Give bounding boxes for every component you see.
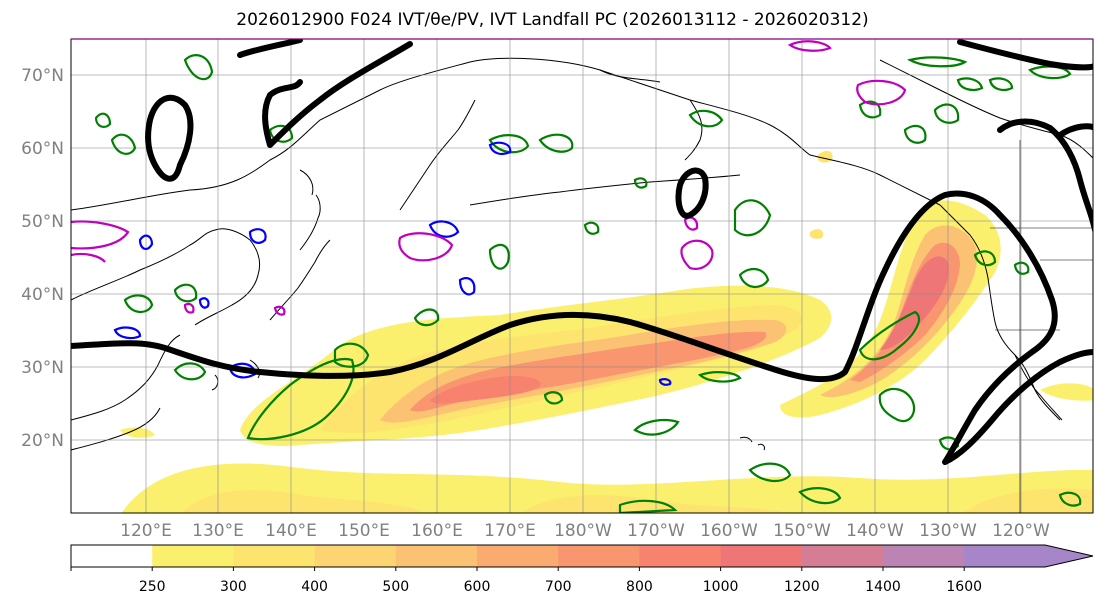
lon-label-150w: 150°W [773,521,831,541]
lat-label-20n: 20°N [21,431,64,451]
colorbar-swatch [71,545,153,567]
colorbar-swatch [558,545,640,567]
colorbar-swatch [801,545,884,567]
ivt-landfall-pc-contours [71,39,1093,465]
colorbar-tick-label: 700 [545,579,572,595]
colorbar-tick-label: 600 [464,579,491,595]
lon-label-120e: 120°E [120,521,172,541]
colorbar-tick-label: 1400 [865,579,901,595]
lat-label-70n: 70°N [21,66,64,86]
colorbar-tick-label: 400 [301,579,328,595]
colorbar-tick-label: 300 [220,579,247,595]
lon-label-140e: 140°E [265,521,317,541]
colorbar-swatch [152,545,234,567]
colorbar-swatch [964,545,1093,567]
theta-e-contours [94,54,1082,513]
colorbar-swatch [720,545,803,567]
lon-label-160w: 160°W [700,521,758,541]
colorbar-tick-label: 1600 [946,579,982,595]
pv-blue-contours [113,141,672,386]
lat-label-40n: 40°N [21,285,64,305]
colorbar-swatch [233,545,316,567]
lon-label-120w: 120°W [992,521,1050,541]
lat-label-30n: 30°N [21,358,64,378]
lon-label-130e: 130°E [192,521,244,541]
lon-label-170e: 170°E [484,521,536,541]
colorbar-swatch [395,545,478,567]
lon-label-140w: 140°W [846,521,904,541]
latitude-labels: 70°N 60°N 50°N 40°N 30°N 20°N [21,66,64,451]
colorbar-outline [70,544,1094,568]
map-title: 2026012900 F024 IVT/θe/PV, IVT Landfall … [236,10,869,30]
lon-label-180w: 180°W [554,521,612,541]
colorbar-tick-label: 1200 [784,579,820,595]
colorbar-swatch [477,545,559,567]
colorbar-swatches [71,545,1093,567]
lon-label-150e: 150°E [338,521,390,541]
colorbar: 250 300 400 500 600 700 800 1000 1200 1400 1600 [70,544,1094,595]
colorbar-tick-label: 250 [139,579,166,595]
colorbar-swatch [314,545,397,567]
longitude-labels: 120°E 130°E 140°E 150°E 160°E 170°E 180°… [120,521,1050,541]
colorbar-swatch [883,545,965,567]
lat-label-60n: 60°N [21,139,64,159]
coastlines [71,57,1093,451]
colorbar-ticks: 250 300 400 500 600 700 800 1000 1200 1400 1600 [70,567,982,595]
lon-label-160e: 160°E [411,521,463,541]
pv-magenta-contours [71,40,907,316]
colorbar-tick-label: 500 [382,579,409,595]
colorbar-tick-label: 800 [626,579,653,595]
lat-label-50n: 50°N [21,212,64,232]
colorbar-swatch [639,545,722,567]
colorbar-tick-label: 1000 [703,579,739,595]
lon-label-130w: 130°W [919,521,977,541]
lon-label-170w: 170°W [627,521,685,541]
